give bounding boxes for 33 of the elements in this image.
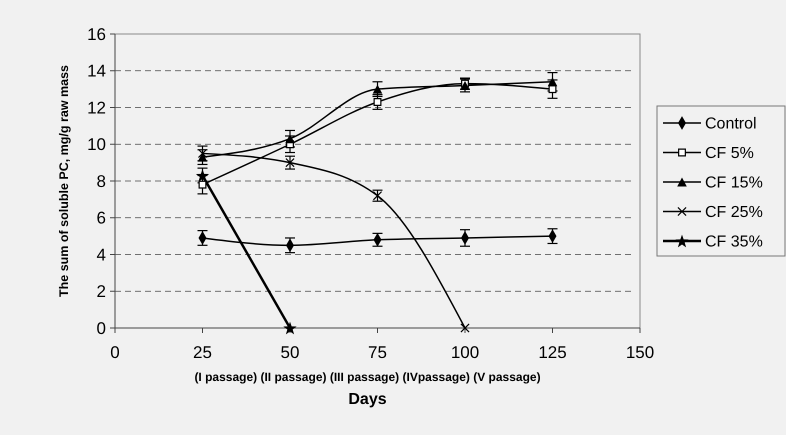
y-tick-label: 6 (96, 208, 106, 228)
x-tick-label: 50 (280, 343, 300, 362)
point (285, 158, 295, 168)
point (285, 134, 295, 144)
y-tick-label: 0 (96, 318, 106, 338)
x-tick-label: 125 (538, 343, 567, 362)
y-tick-label: 12 (87, 98, 106, 118)
x-tick-label: 150 (626, 343, 654, 362)
y-tick-label: 8 (96, 172, 106, 191)
point (460, 323, 470, 333)
x-tick-label: 25 (193, 343, 212, 362)
text: (I passage) (II passage) (III passage) (IVpassage) (V passage) (194, 370, 541, 384)
point (198, 148, 208, 158)
y-axis-title: The sum of soluble PC, mg/g raw mass (57, 64, 71, 297)
point (548, 77, 558, 86)
point (372, 84, 382, 94)
point (283, 322, 297, 334)
point (198, 180, 206, 189)
legend-label: Control (705, 116, 757, 133)
legend-label: CF 35% (705, 234, 763, 251)
point (374, 98, 382, 106)
x-axis-title: Days (348, 391, 387, 408)
legend-label: CF 25% (705, 204, 763, 222)
y-tick-label: 10 (87, 135, 106, 154)
y-tick-label: 14 (87, 62, 106, 81)
x-tick-label: 100 (450, 343, 480, 362)
legend-label: CF 15% (705, 174, 763, 192)
y-tick-label: 16 (87, 24, 106, 44)
y-tick-label: 4 (96, 245, 106, 264)
y-tick-label: 2 (96, 282, 106, 302)
legend-label: CF 5% (705, 145, 754, 162)
x-tick-label: 75 (368, 343, 387, 362)
x-tick-label: 0 (110, 343, 120, 362)
